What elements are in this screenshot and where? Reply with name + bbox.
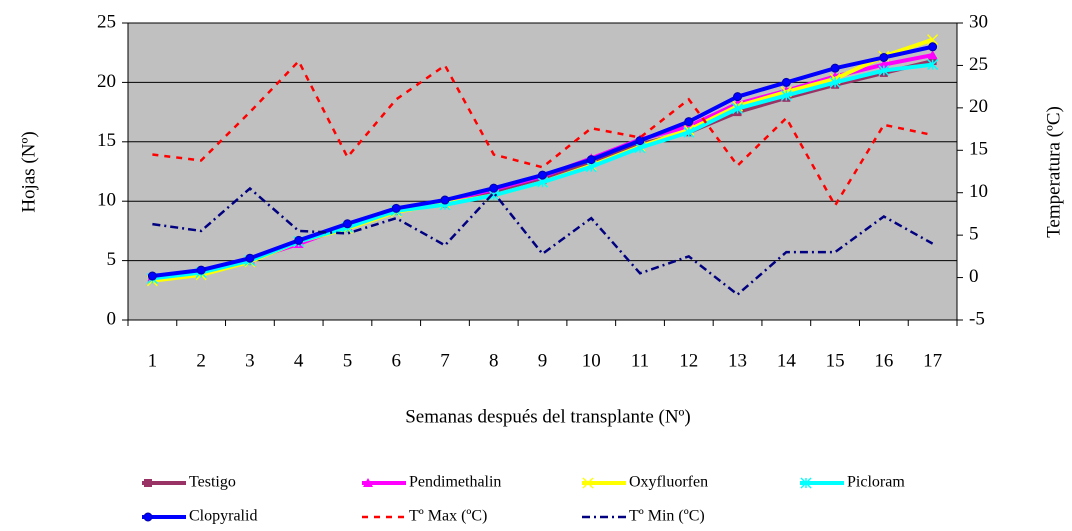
x-tick-label: 6 [391, 350, 401, 371]
legend-entry: Tº Max (ºC) [362, 508, 487, 525]
x-tick-label: 4 [294, 350, 304, 371]
legend-entry: Picloram [800, 474, 905, 491]
y2-tick-label: 10 [969, 181, 988, 202]
x-tick-label: 16 [874, 350, 893, 371]
x-tick-label: 8 [489, 350, 499, 371]
x-tick-label: 11 [631, 350, 649, 371]
legend-label: Picloram [847, 474, 905, 491]
x-tick-label: 2 [196, 350, 206, 371]
x-axis-title: Semanas después del transplante (Nº) [405, 406, 691, 427]
legend-entry: Pendimethalin [362, 474, 501, 491]
x-tick-label: 13 [728, 350, 747, 371]
marker [440, 195, 450, 205]
x-tick-label: 17 [923, 350, 942, 371]
marker [879, 52, 889, 62]
x-tick-label: 9 [538, 350, 548, 371]
marker [830, 63, 840, 73]
legend-entry: Oxyfluorfen [582, 474, 708, 491]
legend-label: Oxyfluorfen [629, 474, 708, 491]
y-tick-label: 10 [97, 190, 116, 211]
series-line [152, 59, 933, 208]
series-line [152, 186, 934, 297]
y2-tick-label: 20 [969, 96, 988, 117]
legend-label: Tº Min (ºC) [629, 508, 705, 525]
y2-tick-label: 15 [969, 139, 988, 160]
marker [684, 117, 694, 127]
marker [683, 126, 695, 138]
marker [363, 478, 373, 487]
y-axis-title: Hojas (Nº) [18, 131, 39, 212]
marker [147, 271, 157, 281]
y-tick-label: 20 [97, 71, 116, 92]
marker [489, 183, 499, 193]
legend-entry: Tº Min (ºC) [582, 508, 705, 525]
marker [294, 235, 304, 245]
y2-tick-label: 0 [969, 266, 979, 287]
y2-tick-label: 30 [969, 11, 988, 32]
marker [143, 512, 153, 522]
marker [927, 59, 939, 71]
x-tick-label: 7 [440, 350, 450, 371]
marker [586, 155, 596, 165]
marker [538, 170, 547, 180]
legend-label: Clopyralid [189, 508, 257, 525]
marker [582, 477, 594, 489]
y-tick-label: 25 [97, 11, 116, 32]
marker [391, 203, 401, 213]
marker [245, 253, 255, 263]
y-tick-label: 0 [107, 308, 117, 329]
y2-tick-label: 5 [969, 224, 979, 245]
marker [878, 59, 889, 69]
marker [733, 92, 743, 102]
marker [829, 76, 841, 88]
marker [928, 42, 938, 52]
marker [732, 103, 744, 115]
x-tick-label: 12 [679, 350, 698, 371]
legend-entry: Testigo [142, 474, 236, 491]
marker [144, 479, 152, 487]
x-tick-label: 1 [148, 350, 158, 371]
marker [800, 477, 812, 489]
y2-axis-title: Temperatura (ºC) [1043, 106, 1064, 238]
marker [927, 34, 939, 46]
marker [878, 64, 890, 77]
y2-tick-label: -5 [969, 308, 985, 329]
marker [781, 77, 791, 87]
y-tick-label: 5 [107, 249, 117, 270]
y-tick-label: 15 [97, 130, 116, 151]
x-tick-label: 14 [777, 350, 797, 371]
legend-label: Pendimethalin [409, 474, 501, 491]
marker [635, 136, 645, 146]
marker [342, 219, 352, 229]
y2-tick-label: 25 [969, 54, 988, 75]
x-tick-label: 3 [245, 350, 255, 371]
x-tick-label: 10 [582, 350, 601, 371]
x-tick-label: 15 [826, 350, 845, 371]
x-tick-label: 5 [343, 350, 353, 371]
marker [927, 50, 938, 60]
marker [196, 265, 206, 275]
legend-label: Tº Max (ºC) [409, 508, 487, 525]
legend-label: Testigo [189, 474, 236, 491]
marker [780, 89, 792, 101]
legend-entry: Clopyralid [142, 508, 257, 525]
